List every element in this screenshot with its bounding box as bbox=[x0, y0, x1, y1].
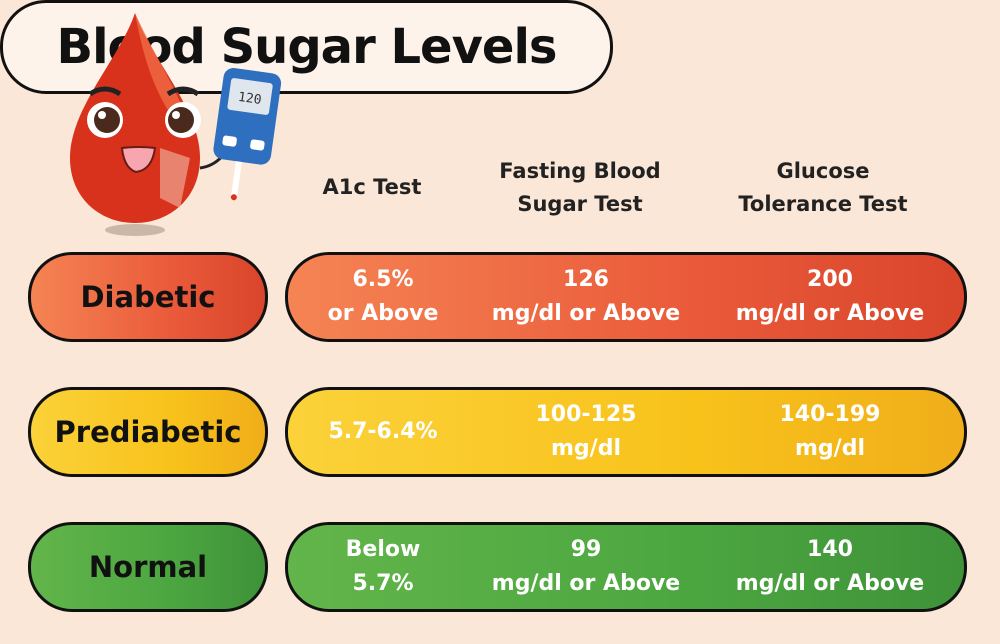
row-label-normal: Normal bbox=[28, 522, 268, 612]
cell-line: 140-199 bbox=[779, 402, 881, 427]
cell-line: Below bbox=[345, 537, 421, 562]
cell-line: mg/dl or Above bbox=[735, 571, 925, 596]
column-header-line: Glucose bbox=[776, 159, 870, 183]
meter-reading: 120 bbox=[237, 90, 262, 108]
cell-fasting: 100-125 mg/dl bbox=[466, 390, 706, 474]
cell-line: 126 bbox=[563, 267, 609, 292]
cell-line: or Above bbox=[327, 301, 439, 326]
column-header-a1c: A1c Test bbox=[252, 171, 492, 204]
row-values-prediabetic: 5.7-6.4% 100-125 mg/dl 140-199 mg/dl bbox=[285, 387, 967, 477]
row-values-diabetic: 6.5% or Above 126 mg/dl or Above 200 mg/dl … bbox=[285, 252, 967, 342]
cell-line: mg/dl bbox=[551, 436, 621, 461]
cell-line: mg/dl bbox=[795, 436, 865, 461]
row-values-normal: Below 5.7% 99 mg/dl or Above 140 mg/dl or A… bbox=[285, 522, 967, 612]
cell-line: 6.5% bbox=[352, 267, 414, 292]
column-header-glucose-tolerance: Glucose Tolerance Test bbox=[703, 155, 943, 221]
cell-line: 100-125 bbox=[535, 402, 637, 427]
row-label-diabetic: Diabetic bbox=[28, 252, 268, 342]
column-header-line: Tolerance Test bbox=[738, 192, 908, 216]
column-header-fasting: Fasting Blood Sugar Test bbox=[460, 155, 700, 221]
row-label-prediabetic: Prediabetic bbox=[28, 387, 268, 477]
cell-a1c: 5.7-6.4% bbox=[263, 390, 503, 474]
cell-line: 5.7-6.4% bbox=[328, 419, 438, 444]
column-header-line: Sugar Test bbox=[517, 192, 643, 216]
cell-line: mg/dl or Above bbox=[735, 301, 925, 326]
cell-line: 200 bbox=[807, 267, 853, 292]
cell-glucose-tolerance: 200 mg/dl or Above bbox=[710, 255, 950, 339]
cell-line: 99 bbox=[570, 537, 602, 562]
glucose-meter-icon: 120 bbox=[213, 68, 282, 201]
cell-a1c: Below 5.7% bbox=[263, 525, 503, 609]
cell-fasting: 126 mg/dl or Above bbox=[466, 255, 706, 339]
column-header-line: Fasting Blood bbox=[499, 159, 661, 183]
cell-line: 140 bbox=[807, 537, 853, 562]
cell-a1c: 6.5% or Above bbox=[263, 255, 503, 339]
cell-line: mg/dl or Above bbox=[491, 571, 681, 596]
shadow bbox=[105, 224, 165, 236]
cell-line: 5.7% bbox=[352, 571, 414, 596]
column-header-line: A1c Test bbox=[322, 175, 422, 199]
cell-glucose-tolerance: 140 mg/dl or Above bbox=[710, 525, 950, 609]
cell-glucose-tolerance: 140-199 mg/dl bbox=[710, 390, 950, 474]
blood-drop-mascot-illustration: 120 bbox=[70, 13, 282, 236]
cell-fasting: 99 mg/dl or Above bbox=[466, 525, 706, 609]
cell-line: mg/dl or Above bbox=[491, 301, 681, 326]
